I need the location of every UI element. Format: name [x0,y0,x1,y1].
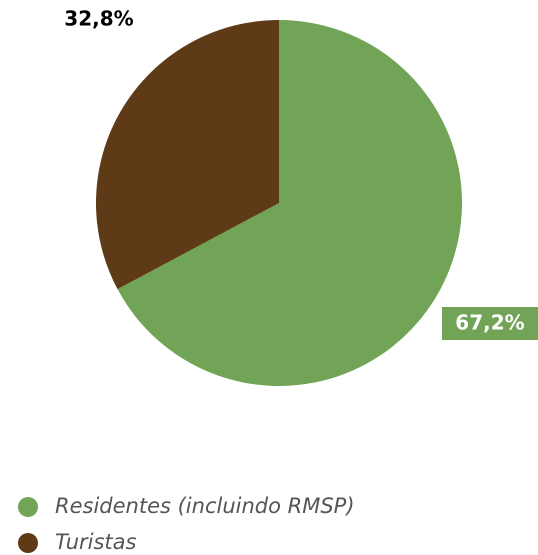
legend-swatch [18,533,38,553]
value-label: 32,8% [64,7,133,31]
pie-slice [95,20,280,290]
label-box [442,307,538,340]
legend-swatch [18,497,38,517]
legend-label: Residentes (incluindo RMSP) [55,494,355,518]
legend-label: Turistas [55,530,137,554]
pie-slice [117,20,462,386]
value-label: 67,2% [455,311,524,335]
